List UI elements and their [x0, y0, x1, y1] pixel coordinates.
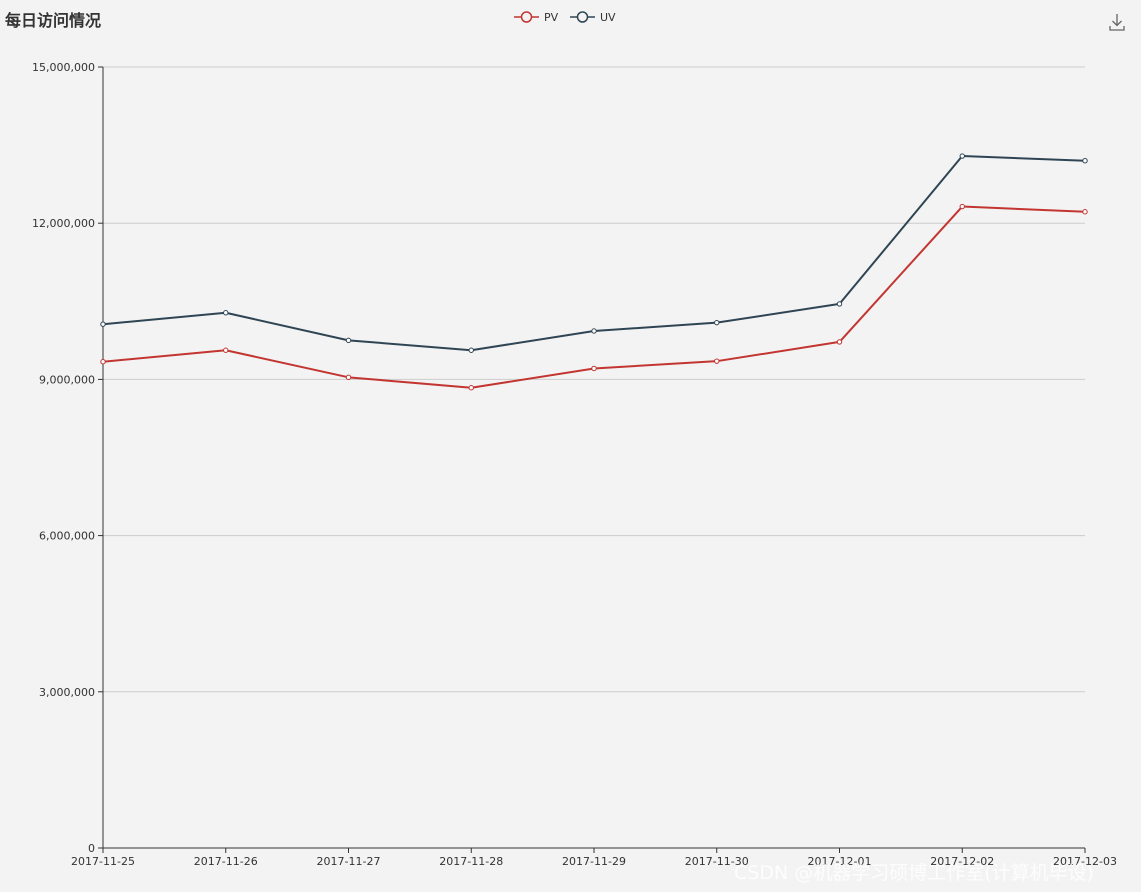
data-point — [714, 319, 720, 326]
data-point — [836, 301, 843, 307]
legend[interactable]: PV UV — [514, 11, 616, 24]
x-axis: 2017-11-25 2017-11-26 2017-11-27 2017-11-28… — [71, 847, 1117, 868]
x-tick-label: 2017-11-26 — [194, 855, 258, 868]
series-pv — [100, 203, 1088, 391]
legend-label: UV — [600, 11, 616, 24]
download-icon[interactable] — [1109, 14, 1125, 31]
legend-item-pv[interactable]: PV — [514, 11, 559, 24]
grid-lines — [103, 66, 1085, 693]
y-tick-label: 9,000,000 — [39, 373, 95, 386]
series-line-pv — [102, 205, 1086, 389]
x-tick-label: 2017-12-01 — [808, 855, 872, 868]
data-point — [468, 347, 474, 353]
x-tick-label: 2017-12-02 — [930, 855, 994, 868]
y-tick-label: 6,000,000 — [39, 530, 95, 543]
y-tick-label: 12,000,000 — [32, 217, 95, 230]
x-tick-label: 2017-12-03 — [1053, 855, 1117, 868]
data-point — [1082, 158, 1088, 164]
data-point — [959, 153, 965, 159]
data-point — [959, 203, 965, 210]
x-tick-label: 2017-11-28 — [439, 855, 503, 868]
legend-label: PV — [544, 11, 559, 24]
y-tick-label: 15,000,000 — [32, 61, 95, 74]
data-point — [591, 328, 597, 334]
data-point — [100, 358, 106, 365]
data-point — [223, 310, 229, 316]
series-uv — [100, 153, 1088, 353]
data-point — [345, 374, 352, 381]
data-point — [714, 358, 720, 364]
data-point — [468, 385, 474, 391]
series-group — [100, 153, 1088, 391]
data-point — [591, 365, 597, 372]
data-point — [345, 337, 352, 344]
legend-swatch-marker — [520, 11, 533, 23]
chart-title: 每日访问情况 — [5, 11, 101, 30]
legend-item-uv[interactable]: UV — [570, 11, 616, 24]
series-line-uv — [102, 155, 1086, 352]
watermark: CSDN @机器学习硕博工作室(计算机毕设) — [734, 862, 1094, 884]
y-axis: 0 3,000,000 6,000,000 9,000,000 12,000,000 15… — [32, 61, 104, 855]
x-tick-label: 2017-11-27 — [317, 855, 381, 868]
data-point — [836, 339, 843, 345]
legend-swatch-marker — [576, 11, 589, 23]
y-tick-label: 3,000,000 — [39, 686, 95, 699]
x-tick-label: 2017-11-29 — [562, 855, 626, 868]
x-tick-label: 2017-11-25 — [71, 855, 135, 868]
x-tick-label: 2017-11-30 — [685, 855, 749, 868]
data-point — [1082, 209, 1088, 215]
data-point — [100, 321, 106, 327]
data-point — [223, 347, 229, 353]
y-tick-label: 0 — [88, 842, 95, 855]
